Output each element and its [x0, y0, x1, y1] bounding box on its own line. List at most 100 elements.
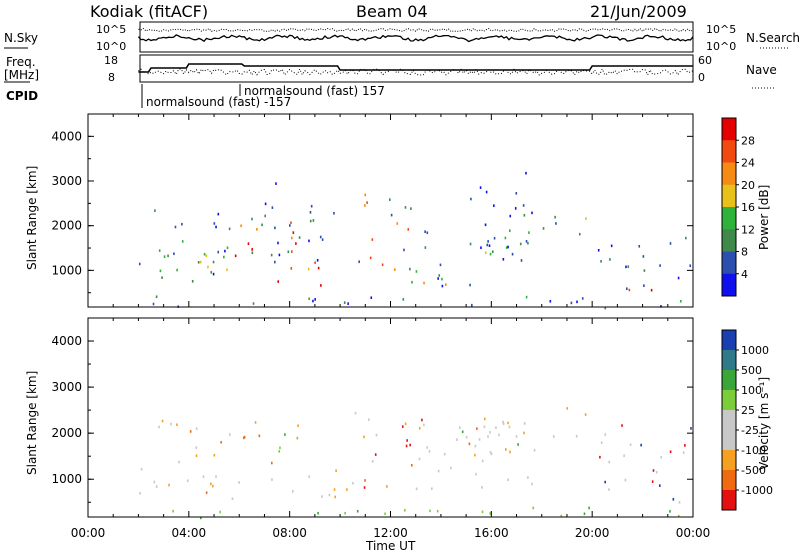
data-cell: [484, 251, 487, 254]
power-y-ticks: 1000 2000 3000 4000: [51, 129, 693, 294]
data-cell: [527, 476, 529, 479]
y-tick-label: 4000: [51, 129, 82, 143]
data-cell: [297, 424, 299, 428]
data-cell: [152, 302, 155, 306]
freq-trace: [138, 63, 693, 73]
data-cell: [669, 450, 672, 454]
cpid-label: CPID: [6, 89, 38, 103]
data-cell: [310, 204, 313, 208]
y-tick-label: 1000: [51, 472, 82, 486]
data-cell: [409, 267, 411, 271]
data-cell: [511, 252, 514, 256]
data-cell: [393, 268, 396, 271]
power-panel-frame: [87, 113, 694, 308]
data-cell: [542, 227, 545, 230]
colorbar-tick-label: -25: [741, 424, 759, 437]
data-cell: [317, 266, 320, 270]
data-cell: [384, 512, 386, 516]
data-cell: [426, 231, 429, 235]
data-cell: [608, 488, 610, 491]
data-cell: [604, 433, 607, 436]
data-cell: [678, 501, 681, 504]
data-cell: [474, 444, 477, 448]
data-cell: [484, 223, 487, 227]
data-cell: [424, 230, 426, 233]
data-cell: [486, 243, 489, 247]
noise-tick-top: 10^5: [96, 23, 126, 36]
time-tick-label: 04:00: [172, 526, 207, 540]
data-cell: [371, 460, 374, 463]
colorbar-tick-label: 500: [741, 364, 762, 377]
data-cell: [251, 217, 253, 221]
data-cell: [684, 444, 686, 447]
data-cell: [411, 280, 413, 284]
data-cell: [669, 510, 671, 513]
data-cell: [405, 444, 408, 448]
data-cell: [418, 426, 421, 430]
data-cell: [470, 197, 472, 201]
data-cell: [243, 435, 246, 439]
data-cell: [369, 256, 372, 260]
data-cell: [254, 421, 257, 424]
time-tick-label: 00:00: [676, 526, 711, 540]
colorbar-tick-label: 1000: [741, 344, 769, 357]
data-cell: [321, 238, 324, 241]
data-cell: [161, 276, 163, 279]
data-cell: [181, 222, 183, 226]
nave-tick-bottom: 0: [698, 71, 705, 84]
data-cell: [655, 470, 658, 474]
data-cell: [690, 427, 692, 430]
data-cell: [328, 493, 331, 497]
data-cell: [652, 469, 655, 472]
data-cell: [321, 495, 323, 498]
data-cell: [479, 186, 482, 189]
data-cell: [314, 298, 316, 301]
colorbar-tick-label: 28: [741, 134, 755, 147]
data-cell: [481, 459, 484, 463]
data-cell: [154, 209, 156, 212]
data-cell: [418, 457, 421, 461]
data-cell: [480, 246, 482, 250]
data-cell: [469, 242, 472, 246]
data-cell: [549, 299, 552, 303]
data-cell: [525, 240, 528, 243]
power-colorbar-label: Power [dB]: [757, 185, 771, 250]
data-cell: [527, 241, 529, 245]
data-cell: [437, 277, 439, 280]
noise-sky-trace: [137, 34, 694, 43]
data-cell: [441, 284, 444, 288]
colorbar-segment: [722, 450, 736, 471]
data-cell: [298, 236, 301, 239]
data-cell: [436, 509, 439, 513]
data-cell: [523, 214, 526, 217]
y-tick-label: 3000: [51, 380, 82, 394]
freq-tick-top: 18: [104, 54, 118, 67]
data-cell: [335, 469, 337, 473]
data-cell: [312, 219, 315, 222]
data-cell: [308, 475, 310, 478]
data-cell: [554, 215, 556, 219]
data-cell: [277, 241, 279, 245]
data-cell: [604, 480, 606, 484]
data-cell: [465, 435, 468, 439]
data-cell: [689, 264, 692, 268]
noise-search-trace: [138, 27, 694, 33]
data-cell: [258, 434, 261, 438]
data-cell: [205, 254, 208, 258]
colorbar-tick-label: 20: [741, 179, 755, 192]
data-cell: [396, 222, 399, 225]
data-cell: [475, 472, 477, 476]
data-cell: [344, 511, 346, 515]
data-cell: [410, 463, 413, 467]
freq-label: Freq.: [6, 55, 36, 69]
data-cell: [291, 250, 293, 253]
data-cell: [555, 222, 557, 225]
data-cell: [197, 261, 200, 264]
data-cell: [212, 272, 215, 276]
data-cell: [202, 475, 205, 478]
nave-trace: [138, 67, 694, 76]
data-cell: [629, 443, 632, 447]
data-cell: [189, 430, 192, 433]
colorbar-tick-label: 4: [741, 268, 748, 281]
data-cell: [509, 214, 512, 218]
